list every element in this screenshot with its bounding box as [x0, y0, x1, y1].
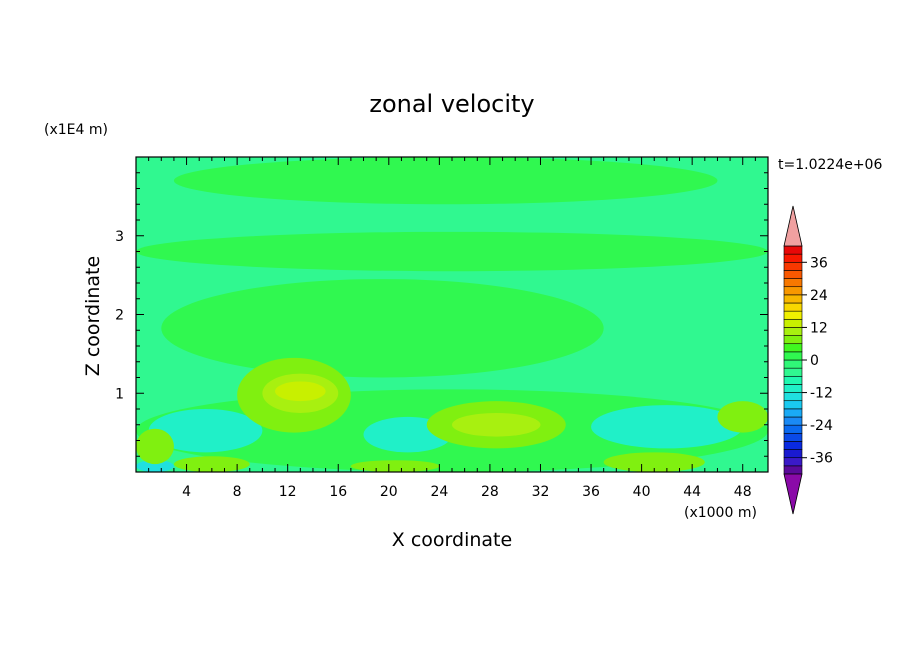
- colorbar-label: -24: [810, 418, 833, 434]
- y-unit-label: (x1E4 m): [44, 122, 108, 138]
- colorbar-over-arrow: [783, 205, 803, 247]
- contour-field: [136, 157, 768, 472]
- colorbar-swatch: [783, 343, 803, 353]
- colorbar-label: 36: [810, 255, 828, 271]
- contour-region-negative: [136, 460, 174, 472]
- colorbar-swatch: [783, 327, 803, 336]
- colorbar-swatch: [783, 351, 803, 361]
- contour-region-weak-positive: [603, 452, 705, 472]
- colorbar: 36 24 12 0 -12 -24 -36: [783, 205, 833, 515]
- colorbar-label: -36: [810, 451, 833, 467]
- colorbar-swatch: [783, 392, 803, 402]
- colorbar-swatch: [783, 310, 803, 320]
- colorbar-under-arrow: [783, 473, 803, 515]
- colorbar-swatch: [783, 432, 803, 442]
- colorbar-swatch: [783, 441, 803, 450]
- x-tick-label: 28: [481, 484, 499, 500]
- x-tick-label: 44: [683, 484, 701, 500]
- time-label: t=1.0224e+06: [778, 157, 882, 173]
- colorbar-swatch: [783, 384, 803, 393]
- colorbar-label: 24: [810, 288, 828, 304]
- x-tick-label: 48: [734, 484, 752, 500]
- x-tick-label: 36: [582, 484, 600, 500]
- colorbar-swatch: [783, 367, 803, 377]
- y-axis-label: Z coordinate: [82, 256, 104, 376]
- y-tick-label: 1: [115, 386, 124, 402]
- colorbar-swatch: [783, 278, 803, 288]
- x-tick-label: 12: [279, 484, 297, 500]
- chart-title: zonal velocity: [369, 90, 534, 118]
- contour-region-weak-negative: [591, 405, 743, 449]
- colorbar-swatch: [783, 359, 803, 369]
- x-tick-label: 8: [233, 484, 242, 500]
- x-tick-label: 32: [532, 484, 550, 500]
- contour-region-weak-positive: [173, 456, 250, 472]
- colorbar-label: -12: [810, 386, 833, 402]
- x-tick-label: 16: [329, 484, 347, 500]
- contour-region-weak-positive: [350, 460, 440, 472]
- contour-region-weak-positive: [717, 401, 768, 433]
- colorbar-swatch: [783, 286, 803, 296]
- colorbar-swatch: [783, 335, 803, 345]
- colorbar-swatch: [783, 424, 803, 434]
- colorbar-swatch: [783, 408, 803, 418]
- colorbar-label: 12: [810, 320, 828, 336]
- colorbar-swatch: [783, 318, 803, 328]
- colorbar-swatch: [783, 457, 803, 467]
- contour-region-zero-band: [161, 279, 604, 378]
- contour-region-zero-band: [136, 231, 768, 272]
- colorbar-swatch: [783, 465, 803, 475]
- x-tick-label: 20: [380, 484, 398, 500]
- colorbar-swatch: [783, 245, 803, 255]
- x-axis-label: X coordinate: [392, 529, 512, 551]
- x-tick-label: 24: [430, 484, 448, 500]
- x-tick-label: 4: [182, 484, 191, 500]
- colorbar-swatch: [783, 253, 803, 263]
- contour-region-weak-positive: [136, 428, 174, 465]
- colorbar-swatch: [783, 294, 803, 304]
- contour-region-weak-negative: [148, 409, 263, 453]
- colorbar-swatch: [783, 261, 803, 271]
- colorbar-swatch: [783, 270, 803, 279]
- colorbar-swatch: [783, 449, 803, 459]
- contour-region-strong-positive: [275, 381, 326, 402]
- y-tick-label: 3: [115, 229, 124, 245]
- colorbar-label: 0: [810, 353, 819, 369]
- contour-region-positive: [452, 412, 541, 437]
- y-tick-label: 2: [115, 308, 124, 324]
- colorbar-swatch: [783, 416, 803, 426]
- colorbar-swatch: [783, 400, 803, 410]
- contour-region-zero-band: [173, 157, 718, 205]
- x-tick-label: 40: [633, 484, 651, 500]
- colorbar-swatch: [783, 302, 803, 312]
- colorbar-swatch: [783, 375, 803, 385]
- x-unit-label: (x1000 m): [684, 505, 757, 521]
